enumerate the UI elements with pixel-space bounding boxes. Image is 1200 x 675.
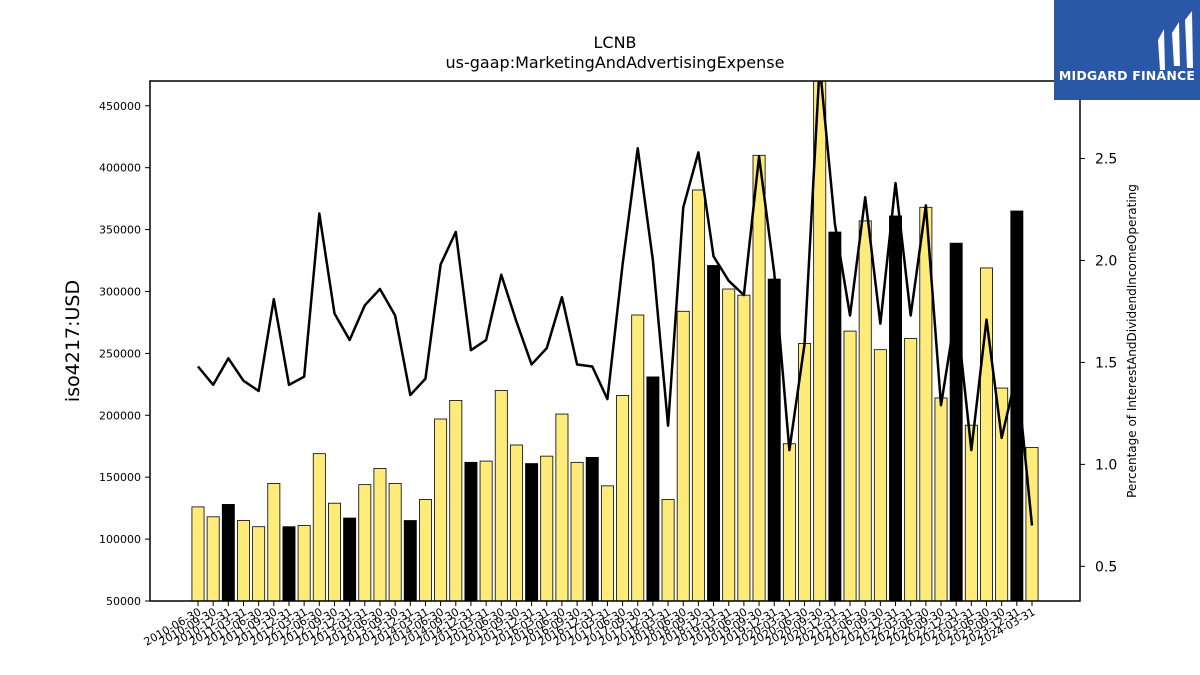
y2-tick-label: 1.5 (1095, 355, 1117, 371)
bar-2015-09-30 (509, 444, 523, 602)
y-axis-label: iso4217:USD (62, 280, 84, 402)
bar-2020-03-31 (782, 443, 796, 602)
bar-2019-06-30 (737, 294, 751, 602)
bar-2018-12-31 (707, 265, 721, 602)
bar-2023-06-30 (980, 267, 993, 602)
bar-2019-03-31 (722, 288, 736, 602)
bar-2015-12-31 (525, 463, 539, 602)
bar-2017-09-30 (631, 314, 645, 602)
bar-2011-03-31 (237, 520, 250, 602)
bar-2016-12-31 (585, 456, 599, 602)
bar-2017-06-30 (616, 395, 630, 602)
bar-2021-09-30 (873, 349, 887, 602)
bar-2012-03-31 (297, 525, 311, 602)
bar-2017-12-31 (646, 376, 660, 602)
x-axis-ticks: 2010-06-302010-09-302010-12-312011-03-31… (142, 601, 1038, 649)
logo-text: MIDGARD FINANCE (1058, 68, 1196, 83)
bar-2021-12-31 (889, 215, 902, 602)
bar-2014-06-30 (434, 418, 448, 602)
bar-2022-12-31 (949, 242, 963, 602)
midgard-logo-icon (1158, 11, 1193, 70)
bar-2010-06-30 (191, 506, 205, 602)
y2-tick-label: 2.0 (1095, 253, 1117, 269)
bar-2015-06-30 (494, 390, 508, 602)
y-tick-label: 100000 (99, 533, 141, 546)
plot-frame (149, 80, 1081, 602)
y2-tick-label: 2.5 (1095, 151, 1117, 167)
chart-title: LCNB (593, 33, 636, 52)
bar-2018-09-30 (691, 189, 705, 602)
bar-2017-03-31 (600, 485, 614, 602)
y-tick-label: 450000 (99, 100, 141, 113)
bar-2023-03-31 (964, 424, 978, 602)
bar-2011-12-31 (282, 526, 296, 602)
right-axis-ticks: 0.5 1.0 1.5 2.0 2.5 (1080, 151, 1117, 575)
bar-2013-06-30 (373, 468, 387, 602)
bar-2013-03-31 (358, 484, 372, 602)
line-group (197, 81, 1034, 526)
bar-2016-03-31 (540, 455, 554, 602)
bar-2012-06-30 (312, 453, 326, 602)
bar-2014-09-30 (449, 400, 463, 602)
series-line (197, 81, 1034, 526)
bar-2016-09-30 (570, 461, 584, 602)
y-tick-label: 200000 (99, 409, 141, 422)
y-tick-label: 50000 (106, 595, 141, 608)
bar-2013-12-31 (403, 520, 417, 602)
chart-subtitle: us-gaap:MarketingAndAdvertisingExpense (446, 53, 785, 72)
y-tick-label: 400000 (99, 162, 141, 175)
bar-2016-06-30 (555, 413, 569, 602)
left-axis-ticks: 50000 100000 150000 200000 250000 300000 35000… (99, 100, 150, 608)
y2-tick-label: 1.0 (1095, 457, 1117, 473)
bar-2010-12-31 (221, 504, 235, 602)
bar-2021-06-30 (858, 220, 872, 602)
y2-tick-label: 0.5 (1095, 559, 1117, 575)
bar-2022-09-30 (934, 397, 948, 602)
midgard-finance-logo: MIDGARD FINANCE (1054, 0, 1200, 100)
bar-2011-09-30 (267, 482, 281, 602)
bar-2014-03-31 (418, 499, 432, 602)
bar-2011-06-30 (252, 526, 266, 602)
bar-2010-09-30 (206, 516, 220, 602)
bar-2012-09-30 (328, 502, 341, 602)
bar-2018-03-31 (661, 499, 675, 602)
y-tick-label: 300000 (99, 285, 141, 298)
bar-2020-12-31 (828, 231, 842, 602)
bar-2013-09-30 (388, 482, 402, 602)
y-tick-label: 250000 (99, 347, 141, 360)
bar-2012-12-31 (343, 517, 357, 602)
bar-2018-06-30 (676, 310, 690, 602)
y-tick-label: 350000 (99, 224, 141, 237)
bar-2021-03-31 (843, 330, 857, 602)
bar-2022-03-31 (904, 338, 918, 602)
y-tick-label: 150000 (99, 471, 141, 484)
bar-2014-12-31 (464, 461, 478, 602)
bar-2015-03-31 (479, 460, 493, 602)
bar-2019-09-30 (752, 154, 766, 602)
y2-axis-label: Percentage of InterestAndDividendIncomeO… (1125, 184, 1139, 498)
